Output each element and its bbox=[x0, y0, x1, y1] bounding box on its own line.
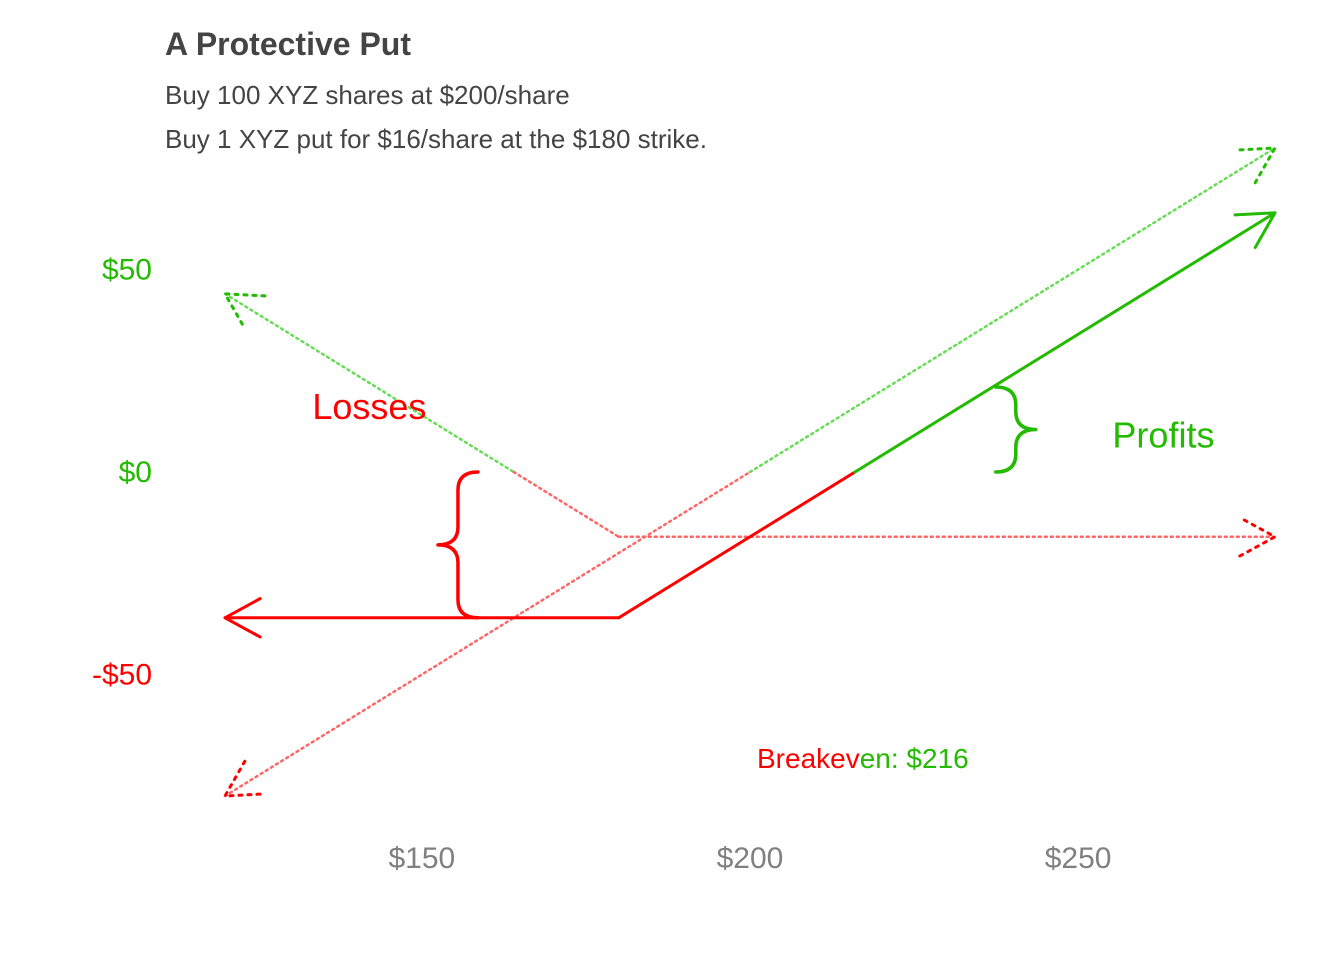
y-tick-label: $0 bbox=[119, 456, 152, 489]
put-line-loss-segment bbox=[512, 470, 620, 539]
breakeven-label: Breakeven: $216 bbox=[757, 743, 969, 774]
breakeven-label-red: Breakev bbox=[757, 743, 860, 774]
stock-arrowhead-left bbox=[223, 759, 267, 798]
x-tick-label: $250 bbox=[1045, 842, 1112, 875]
stock-arrowhead-right bbox=[1233, 146, 1277, 185]
put-line-profit-segment bbox=[223, 292, 515, 474]
y-tick-label: $50 bbox=[102, 254, 152, 287]
combined-line-recovery-segment bbox=[617, 470, 857, 620]
stock-line-profit-segment bbox=[748, 146, 1277, 474]
x-tick-label: $150 bbox=[389, 842, 456, 875]
profits-label: Profits bbox=[1112, 415, 1214, 456]
chart-subtitle-line-2: Buy 1 XYZ put for $16/share at the $180 … bbox=[165, 124, 707, 154]
combined-line-profit-segment bbox=[853, 211, 1277, 474]
breakeven-label-green: en: $216 bbox=[860, 743, 969, 774]
profits-brace bbox=[994, 385, 1038, 474]
x-tick-label: $200 bbox=[717, 842, 784, 875]
losses-label: Losses bbox=[312, 386, 426, 427]
plot-area: Losses Profits $150 $200 $250 $50 $0 -$50 bbox=[92, 146, 1277, 875]
losses-brace bbox=[436, 470, 480, 620]
put-arrowhead-right bbox=[1238, 516, 1277, 558]
chart-subtitle-line-1: Buy 100 XYZ shares at $200/share bbox=[165, 80, 570, 110]
stock-line-loss-segment bbox=[223, 470, 752, 798]
y-tick-label: -$50 bbox=[92, 659, 152, 692]
combined-arrowhead-right bbox=[1233, 211, 1277, 250]
combined-arrowhead-left bbox=[223, 597, 262, 639]
put-arrowhead-left bbox=[223, 292, 267, 331]
chart-title: A Protective Put bbox=[165, 26, 411, 62]
